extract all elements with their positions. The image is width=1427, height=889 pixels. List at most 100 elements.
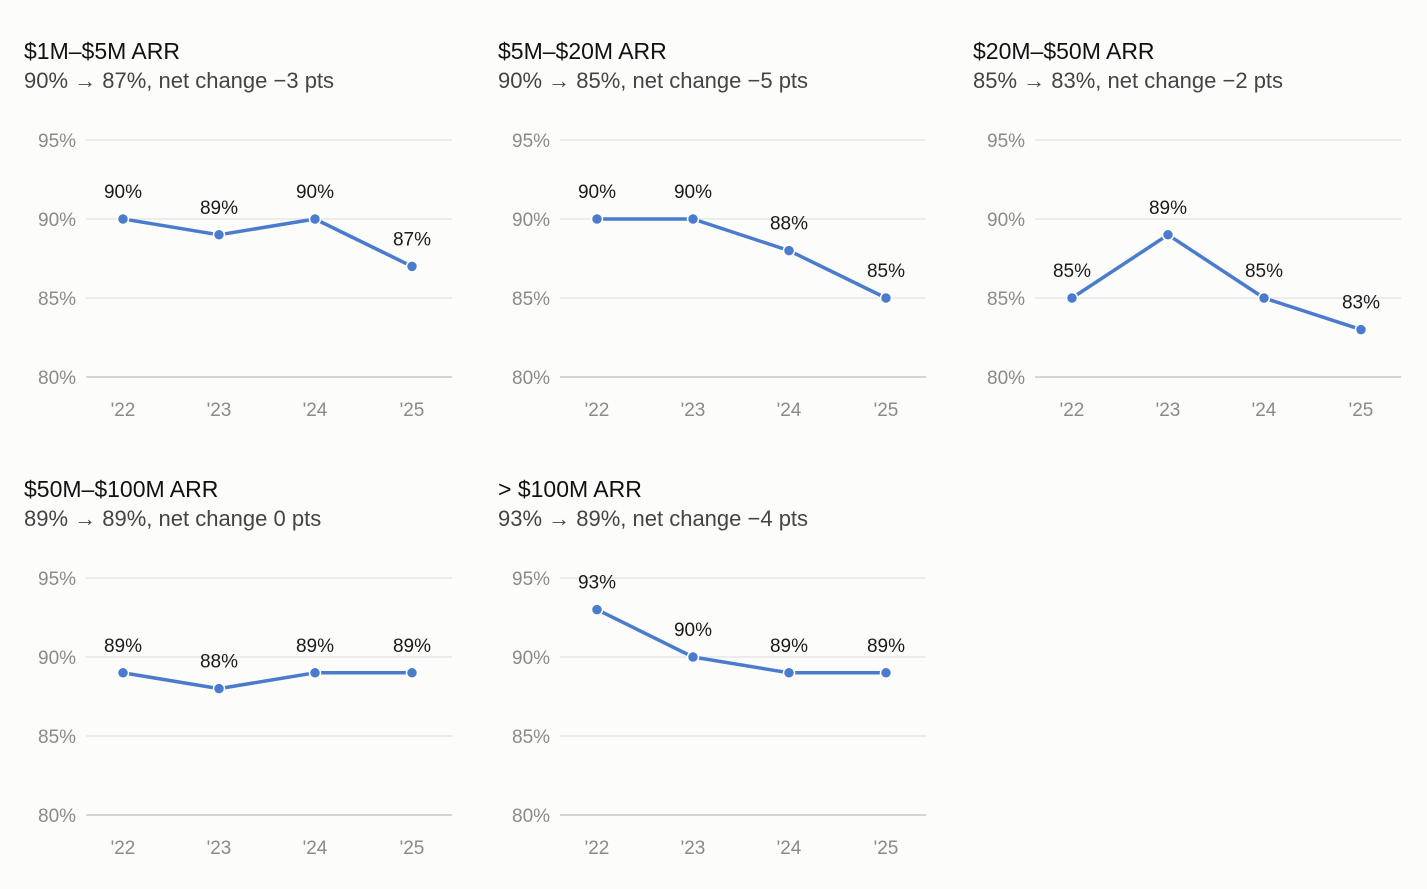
data-point (782, 244, 796, 257)
data-point (212, 682, 226, 695)
data-point (590, 603, 604, 616)
data-point (116, 666, 130, 680)
data-point (405, 260, 419, 273)
line-chart: 95% 90% 85% 80% '22 '23 '24 '25 90% 89% 90% 87% (38, 131, 452, 421)
series-line (1070, 233, 1363, 332)
x-tick-label: '24 (777, 838, 802, 859)
line-chart: 95% 90% 85% 80% '22 '23 '24 '25 85% 89% 85% 83% (987, 131, 1401, 421)
chart-panel-5m-20m: $5M–$20M ARR 90% → 85%, net change −5 pt… (498, 0, 948, 430)
chart-subtitle: 89% → 89%, net change 0 pts (24, 506, 322, 531)
x-tick-label: '22 (585, 400, 610, 421)
data-label: 90% (296, 182, 334, 203)
data-point (405, 666, 419, 680)
chart-title: $20M–$50M ARR (973, 38, 1155, 64)
x-tick-label: '23 (681, 400, 706, 421)
y-tick-label: 90% (987, 210, 1025, 231)
y-tick-label: 80% (512, 368, 550, 389)
data-label: 90% (104, 182, 142, 203)
chart-panel-20m-50m: $20M–$50M ARR 85% → 83%, net change −2 p… (973, 0, 1423, 430)
chart-subtitle: 90% → 87%, net change −3 pts (24, 68, 335, 93)
line-chart: 95% 90% 85% 80% '22 '23 '24 '25 93% 90% 89% 89% (512, 569, 926, 859)
y-tick-label: 90% (38, 648, 76, 669)
x-tick-label: '25 (400, 400, 425, 421)
y-tick-label: 95% (38, 131, 76, 152)
y-tick-label: 95% (512, 131, 550, 152)
line-chart: 95% 90% 85% 80% '22 '23 '24 '25 89% 88% 89% 89% (38, 569, 452, 859)
y-tick-label: 90% (512, 210, 550, 231)
data-label: 88% (200, 652, 238, 673)
data-label: 89% (867, 636, 905, 657)
x-tick-label: '22 (111, 400, 136, 421)
data-label: 85% (1053, 261, 1091, 282)
data-label: 88% (770, 214, 808, 235)
chart-title: $1M–$5M ARR (24, 38, 180, 64)
data-label: 87% (393, 229, 431, 250)
chart-panel-over-100m: > $100M ARR 93% → 89%, net change −4 pts… (498, 438, 948, 868)
x-tick-label: '22 (1060, 400, 1085, 421)
x-tick-label: '25 (874, 838, 899, 859)
chart-title: > $100M ARR (498, 476, 642, 502)
data-label: 89% (1149, 198, 1187, 219)
data-point (1354, 323, 1368, 336)
y-tick-label: 80% (38, 368, 76, 389)
data-label: 83% (1342, 293, 1380, 314)
x-tick-label: '24 (1252, 400, 1277, 421)
data-point (308, 212, 322, 226)
data-point (1257, 291, 1271, 305)
x-tick-label: '22 (111, 838, 136, 859)
line-chart: 95% 90% 85% 80% '22 '23 '24 '25 90% 90% 88% 85% (512, 131, 926, 421)
x-tick-label: '23 (207, 400, 232, 421)
y-tick-label: 80% (38, 806, 76, 827)
chart-title: $5M–$20M ARR (498, 38, 667, 64)
x-tick-label: '23 (207, 838, 232, 859)
y-tick-label: 85% (512, 727, 550, 748)
data-point (686, 650, 700, 664)
y-tick-label: 85% (38, 289, 76, 310)
data-point (879, 666, 893, 680)
chart-panel-1m-5m: $1M–$5M ARR 90% → 87%, net change −3 pts… (24, 0, 474, 430)
data-point (590, 212, 604, 226)
data-label: 85% (1245, 261, 1283, 282)
y-tick-label: 90% (38, 210, 76, 231)
data-label: 85% (867, 261, 905, 282)
data-label: 90% (578, 182, 616, 203)
y-tick-label: 80% (512, 806, 550, 827)
chart-subtitle: 85% → 83%, net change −2 pts (973, 68, 1284, 93)
y-tick-label: 95% (987, 131, 1025, 152)
x-tick-label: '25 (400, 838, 425, 859)
y-tick-label: 85% (38, 727, 76, 748)
y-tick-label: 85% (512, 289, 550, 310)
data-label: 89% (104, 636, 142, 657)
data-point (1161, 228, 1175, 242)
data-label: 90% (674, 620, 712, 641)
data-point (116, 212, 130, 226)
data-label: 89% (296, 636, 334, 657)
series-line (595, 217, 888, 300)
data-label: 89% (770, 636, 808, 657)
x-tick-label: '24 (303, 400, 328, 421)
x-tick-label: '25 (1349, 400, 1374, 421)
chart-panel-50m-100m: $50M–$100M ARR 89% → 89%, net change 0 p… (24, 438, 474, 868)
data-point (879, 291, 893, 305)
x-tick-label: '22 (585, 838, 610, 859)
series-line (595, 607, 888, 675)
y-tick-label: 90% (512, 648, 550, 669)
chart-subtitle: 90% → 85%, net change −5 pts (498, 68, 809, 93)
x-tick-label: '23 (681, 838, 706, 859)
x-tick-label: '25 (874, 400, 899, 421)
data-label: 90% (674, 182, 712, 203)
y-tick-label: 80% (987, 368, 1025, 389)
x-tick-label: '23 (1156, 400, 1181, 421)
x-tick-label: '24 (303, 838, 328, 859)
chart-title: $50M–$100M ARR (24, 476, 219, 502)
y-tick-label: 85% (987, 289, 1025, 310)
chart-subtitle: 93% → 89%, net change −4 pts (498, 506, 809, 531)
x-tick-label: '24 (777, 400, 802, 421)
data-point (686, 212, 700, 226)
data-point (782, 666, 796, 680)
data-label: 89% (200, 198, 238, 219)
data-label: 89% (393, 636, 431, 657)
y-tick-label: 95% (38, 569, 76, 590)
data-point (1065, 291, 1079, 305)
